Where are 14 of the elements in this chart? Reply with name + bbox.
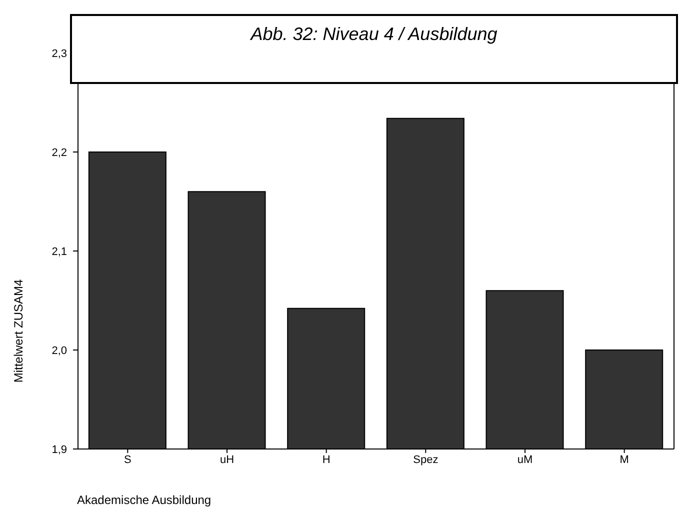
x-tick-label: S bbox=[124, 454, 132, 466]
y-tick-label: 2,0 bbox=[52, 344, 67, 357]
y-axis-title: Mittelwert ZUSAM4 bbox=[11, 279, 26, 383]
x-tick-label: Spez bbox=[413, 454, 438, 466]
x-tick-label: uH bbox=[220, 454, 234, 466]
y-tick-label: 2,3 bbox=[52, 48, 67, 60]
x-axis-title: Akademische Ausbildung bbox=[77, 493, 212, 507]
y-tick-label: 2,1 bbox=[52, 246, 67, 258]
x-tick-label: M bbox=[620, 454, 629, 466]
y-tick-label: 2,2 bbox=[52, 146, 67, 159]
y-tick-label: 1,9 bbox=[52, 444, 67, 456]
x-tick-label: H bbox=[322, 454, 330, 466]
title-frame: Abb. 32: Niveau 4 / Ausbildung bbox=[70, 14, 678, 84]
x-tick-label: uM bbox=[517, 454, 533, 466]
